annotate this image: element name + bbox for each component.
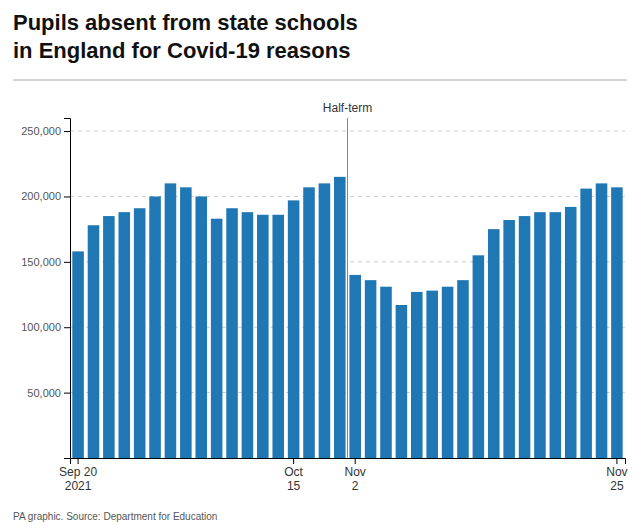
bar [134,208,146,458]
source: PA graphic. Source: Department for Educa… [13,511,217,522]
bar [488,229,500,458]
bar [272,215,284,458]
x-axis: Sep 202021 Oct15 Nov2 Nov25 [59,458,628,493]
bar [580,189,592,458]
bar [88,225,100,458]
chart: Pupils absent from state schoolsin Engla… [0,0,640,530]
y-tick: 100,000 [21,321,70,333]
y-tick-label: 200,000 [21,190,61,202]
x-tick-mark [293,458,294,464]
x-tick-label: Nov25 [606,465,627,493]
y-tick-label: 50,000 [27,387,61,399]
bar [380,287,392,458]
y-tick-label: 250,000 [21,125,61,137]
bar [242,212,254,458]
x-tick-mark [616,458,617,464]
y-axis-line [64,119,71,459]
plot: Half-term 50,000 100,000 150,000 200,000 250,… [21,101,627,493]
bar [611,187,623,458]
bar [288,200,300,458]
bar [473,255,485,458]
x-tick-mark [78,458,79,464]
y-tick: 50,000 [27,387,70,399]
bar [365,280,377,458]
y-tick-mark [64,327,70,328]
bar [319,183,331,458]
bar [534,212,546,458]
bar [334,177,346,458]
annotation: Half-term [323,101,372,115]
y-tick: 150,000 [21,256,70,268]
y-tick-mark [64,393,70,394]
bar [226,208,238,458]
y-tick-mark [64,262,70,263]
bar [426,291,438,458]
bar [503,220,515,458]
bar [303,187,315,458]
bar [165,183,177,458]
y-axis: 50,000 100,000 150,000 200,000 250,000 [21,119,70,459]
bar [411,292,423,458]
x-tick-label: Nov2 [345,465,366,493]
bar [519,216,531,458]
bar [180,187,192,458]
bar [257,215,269,458]
x-tick-mark [355,458,356,464]
x-tick: Nov25 [606,458,627,493]
bar [565,207,577,458]
separator [13,80,627,81]
bar [396,305,408,458]
bars [72,118,622,458]
halfterm-line [347,118,348,458]
bar [195,196,207,458]
x-tick-label: Sep 202021 [59,465,97,493]
bar [596,183,608,458]
bar [103,216,115,458]
bar [457,280,469,458]
y-tick-mark [64,196,70,197]
x-axis-line [71,459,626,465]
y-tick: 200,000 [21,190,70,202]
x-tick: Sep 202021 [59,458,97,493]
bar [211,219,223,458]
y-tick-label: 150,000 [21,256,61,268]
bar [442,287,454,458]
y-tick: 250,000 [21,125,70,137]
bar [118,212,130,458]
bar [72,251,84,458]
x-tick: Nov2 [345,458,366,493]
bar [149,196,161,458]
bar [349,275,361,458]
bar [550,212,562,458]
y-tick-mark [64,131,70,132]
y-tick-label: 100,000 [21,321,61,333]
title: Pupils absent from state schoolsin Engla… [13,10,358,63]
x-tick: Oct15 [284,458,303,493]
x-tick-label: Oct15 [284,465,303,493]
